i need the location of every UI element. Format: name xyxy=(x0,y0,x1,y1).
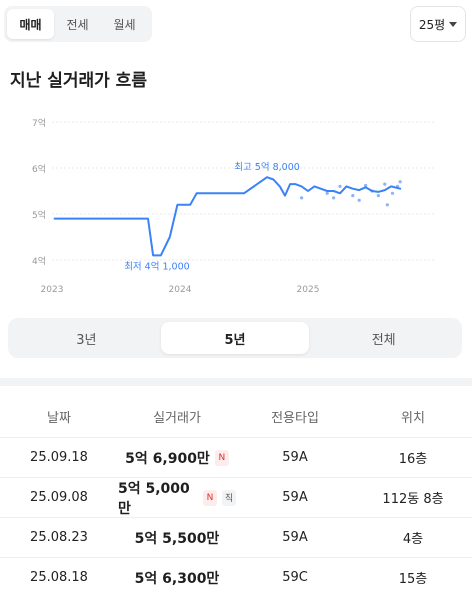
scatter-point xyxy=(383,182,387,186)
row-price: 5억 5,500만 xyxy=(134,530,220,547)
row-price-cell: 5억 6,900만 N xyxy=(118,448,236,468)
row-date: 25.09.18 xyxy=(30,450,88,465)
y-tick-label: 7억 xyxy=(32,117,46,129)
period-tabs: 3년 5년 전체 xyxy=(8,318,462,358)
row-type: 59A xyxy=(282,530,308,545)
header-type: 전용타입 xyxy=(271,411,319,426)
scatter-point xyxy=(357,198,361,202)
scatter-point xyxy=(376,194,380,198)
direct-deal-badge: 직 xyxy=(222,489,236,506)
row-date: 25.08.23 xyxy=(30,530,88,545)
y-tick-label: 6억 xyxy=(32,163,46,175)
x-tick-label: 2025 xyxy=(297,285,320,295)
y-tick-label: 4억 xyxy=(32,255,46,267)
tab-jeonse[interactable]: 전세 xyxy=(66,17,89,32)
scatter-point xyxy=(364,183,368,188)
tab-sale[interactable]: 매매 xyxy=(7,9,54,39)
row-location: 16층 xyxy=(398,452,428,467)
header-price: 실거래가 xyxy=(153,411,201,426)
row-type: 59A xyxy=(282,490,308,505)
chart-annotation: 최고 5억 8,000 xyxy=(234,161,300,173)
table-row[interactable]: 25.08.18 5억 6,300만 59C 15층 xyxy=(0,558,472,593)
row-price-cell: 5억 5,500만 xyxy=(118,528,236,548)
scatter-point xyxy=(351,194,355,198)
new-badge: N xyxy=(214,449,229,466)
row-price-cell: 5억 6,300만 xyxy=(118,568,236,588)
table-row[interactable]: 25.09.08 5억 5,000만 N 직 59A 112동 8층 xyxy=(0,478,472,518)
row-price: 5억 5,000만 xyxy=(118,480,190,517)
header-location: 위치 xyxy=(401,411,425,426)
caret-down-icon xyxy=(449,21,458,27)
scatter-point xyxy=(385,203,389,207)
row-price: 5억 6,900만 xyxy=(125,450,210,467)
row-price-cell: 5억 5,000만 N 직 xyxy=(118,478,236,518)
row-location: 15층 xyxy=(398,572,428,587)
row-type: 59A xyxy=(282,450,308,465)
row-date: 25.08.18 xyxy=(30,570,88,585)
tab-monthly-rent[interactable]: 월세 xyxy=(113,17,136,32)
tab-all[interactable]: 전체 xyxy=(371,332,396,348)
y-tick-label: 5억 xyxy=(32,209,46,221)
tab-3-years[interactable]: 3년 xyxy=(76,332,97,348)
row-location: 4층 xyxy=(402,532,424,547)
x-tick-label: 2024 xyxy=(169,285,192,295)
price-trend-chart: 4억 5억 6억 7억 2023 2024 2025 최고 5억 8,000 최저 4억 1,0… xyxy=(32,117,436,295)
tab-5-years[interactable]: 5년 xyxy=(160,322,310,354)
scatter-point xyxy=(332,196,336,200)
series-line xyxy=(53,176,402,257)
chart-annotation: 최저 4억 1,000 xyxy=(124,260,190,272)
scatter-point xyxy=(338,184,342,188)
transactions-table: 날짜 실거래가 전용타입 위치 25.09.18 5억 6,900만 N 59A… xyxy=(0,396,472,593)
size-select[interactable]: 25평 xyxy=(410,6,466,42)
row-date: 25.09.08 xyxy=(30,490,88,505)
x-tick-label: 2023 xyxy=(41,285,64,295)
scatter-point xyxy=(390,191,395,195)
table-row[interactable]: 25.09.18 5억 6,900만 N 59A 16층 xyxy=(0,438,472,478)
section-divider xyxy=(0,378,472,386)
section-title: 지난 실거래가 흐름 xyxy=(10,71,147,91)
deal-type-tabs: 매매 전세 월세 xyxy=(4,6,152,42)
row-type: 59C xyxy=(282,570,308,585)
row-location: 112동 8층 xyxy=(382,492,444,507)
scatter-point xyxy=(300,196,304,200)
header-date: 날짜 xyxy=(47,411,71,426)
table-header: 날짜 실거래가 전용타입 위치 xyxy=(0,396,472,438)
scatter-point xyxy=(325,191,329,195)
table-row[interactable]: 25.08.23 5억 5,500만 59A 4층 xyxy=(0,518,472,558)
scatter-point xyxy=(398,180,402,184)
new-badge: N xyxy=(203,489,217,506)
row-price: 5억 6,300만 xyxy=(134,570,220,587)
size-select-value: 25평 xyxy=(418,17,446,32)
